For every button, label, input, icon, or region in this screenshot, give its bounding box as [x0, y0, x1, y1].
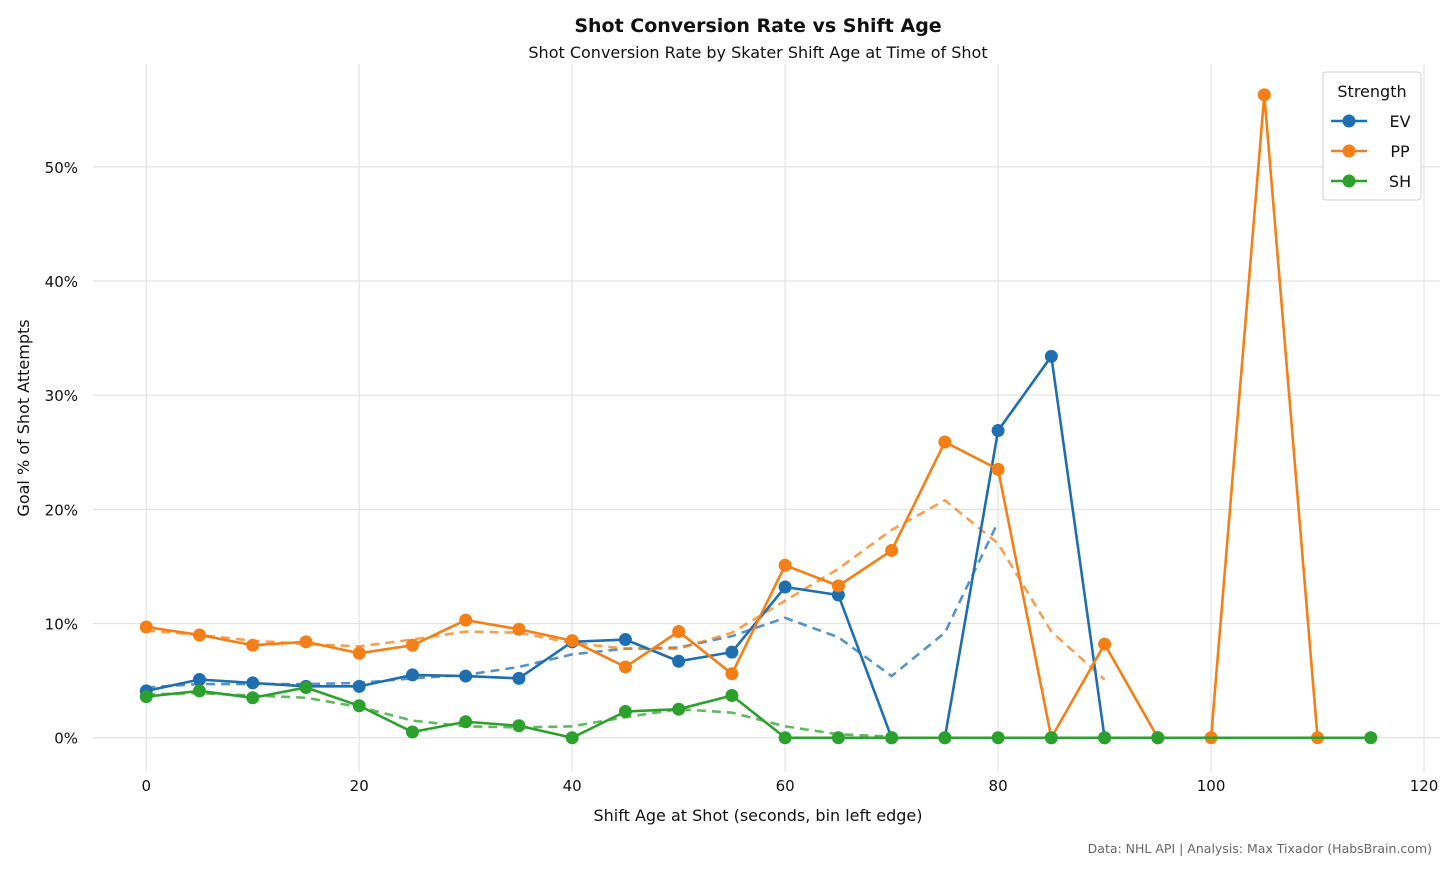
data-point-pp — [192, 628, 206, 642]
data-point-ev — [618, 633, 632, 647]
data-point-ev — [459, 669, 473, 683]
data-point-sh — [991, 731, 1005, 745]
data-point-pp — [352, 646, 366, 660]
data-point-pp — [246, 638, 260, 652]
x-tick-label: 80 — [989, 777, 1008, 795]
data-point-pp — [618, 660, 632, 674]
legend-marker-pp — [1342, 144, 1356, 158]
y-axis-label: Goal % of Shot Attempts — [14, 319, 33, 516]
data-point-ev — [991, 424, 1005, 438]
data-point-ev — [1044, 349, 1058, 363]
data-point-pp — [778, 558, 792, 572]
chart-subtitle: Shot Conversion Rate by Skater Shift Age… — [528, 43, 987, 62]
data-point-sh — [1098, 731, 1112, 745]
data-point-pp — [885, 543, 899, 557]
data-point-pp — [405, 638, 419, 652]
data-point-sh — [725, 688, 739, 702]
data-point-pp — [1098, 637, 1112, 651]
y-tick-label: 30% — [45, 387, 78, 405]
x-tick-label: 60 — [776, 777, 795, 795]
data-point-pp — [938, 435, 952, 449]
data-point-sh — [1364, 731, 1378, 745]
data-point-pp — [512, 622, 526, 636]
y-tick-label: 0% — [54, 730, 78, 748]
data-point-sh — [246, 691, 260, 705]
trend-line-pp — [146, 498, 1106, 681]
data-point-ev — [725, 645, 739, 659]
data-point-sh — [139, 690, 153, 704]
data-point-sh — [192, 684, 206, 698]
data-point-ev — [352, 679, 366, 693]
data-point-sh — [1151, 731, 1165, 745]
caption: Data: NHL API | Analysis: Max Tixador (H… — [1088, 841, 1432, 856]
data-point-pp — [299, 635, 313, 649]
legend-label-sh: SH — [1389, 172, 1411, 191]
data-point-sh — [565, 731, 579, 745]
series-line-pp — [146, 94, 1319, 742]
data-point-pp — [672, 625, 686, 639]
data-point-sh — [672, 702, 686, 716]
legend-label-pp: PP — [1390, 142, 1410, 161]
ticks: 0 20 40 60 80 100 120 0% 10% 20% 30% 40% 50% — [45, 159, 1439, 795]
data-point-sh — [1044, 731, 1058, 745]
x-tick-label: 40 — [563, 777, 582, 795]
grid — [93, 64, 1440, 772]
data-point-ev — [512, 671, 526, 685]
data-point-ev — [405, 668, 419, 682]
data-point-sh — [618, 704, 632, 718]
y-tick-label: 20% — [45, 501, 78, 519]
data-point-pp — [459, 613, 473, 627]
data-point-sh — [459, 715, 473, 729]
data-point-ev — [246, 676, 260, 690]
data-point-ev — [192, 673, 206, 687]
data-point-pp — [991, 462, 1005, 476]
data-point-sh — [831, 731, 845, 745]
data-point-pp — [725, 667, 739, 681]
series-line-ev — [145, 352, 1158, 740]
legend-marker-ev — [1342, 114, 1356, 128]
x-tick-label: 0 — [141, 777, 151, 795]
data-point-sh — [405, 725, 419, 739]
x-axis-label: Shift Age at Shot (seconds, bin left edg… — [594, 806, 923, 825]
x-tick-label: 100 — [1197, 777, 1226, 795]
data-point-ev — [672, 654, 686, 668]
data-point-sh — [938, 731, 952, 745]
legend-box — [1322, 71, 1422, 201]
data-point-pp — [139, 620, 153, 634]
y-tick-label: 10% — [45, 616, 78, 634]
data-point-sh — [352, 699, 366, 713]
data-point-pp — [1257, 88, 1271, 102]
y-tick-label: 40% — [45, 273, 78, 291]
data-point-sh — [299, 680, 313, 694]
legend-title: Strength — [1337, 82, 1406, 101]
data-point-pp — [565, 634, 579, 648]
data-point-sh — [512, 719, 526, 733]
legend-label-ev: EV — [1389, 112, 1410, 131]
chart-title: Shot Conversion Rate vs Shift Age — [574, 15, 941, 37]
y-tick-label: 50% — [45, 159, 78, 177]
data-point-ev — [778, 580, 792, 594]
data-point-ev — [831, 588, 845, 602]
x-tick-label: 120 — [1410, 777, 1439, 795]
data-point-pp — [831, 579, 845, 593]
legend: Strength EV PP SH — [1322, 71, 1422, 201]
data-point-sh — [778, 731, 792, 745]
x-tick-label: 20 — [350, 777, 369, 795]
series — [139, 88, 1378, 745]
legend-marker-sh — [1342, 174, 1356, 188]
series-line-sh — [146, 686, 1371, 740]
data-point-sh — [885, 731, 899, 745]
